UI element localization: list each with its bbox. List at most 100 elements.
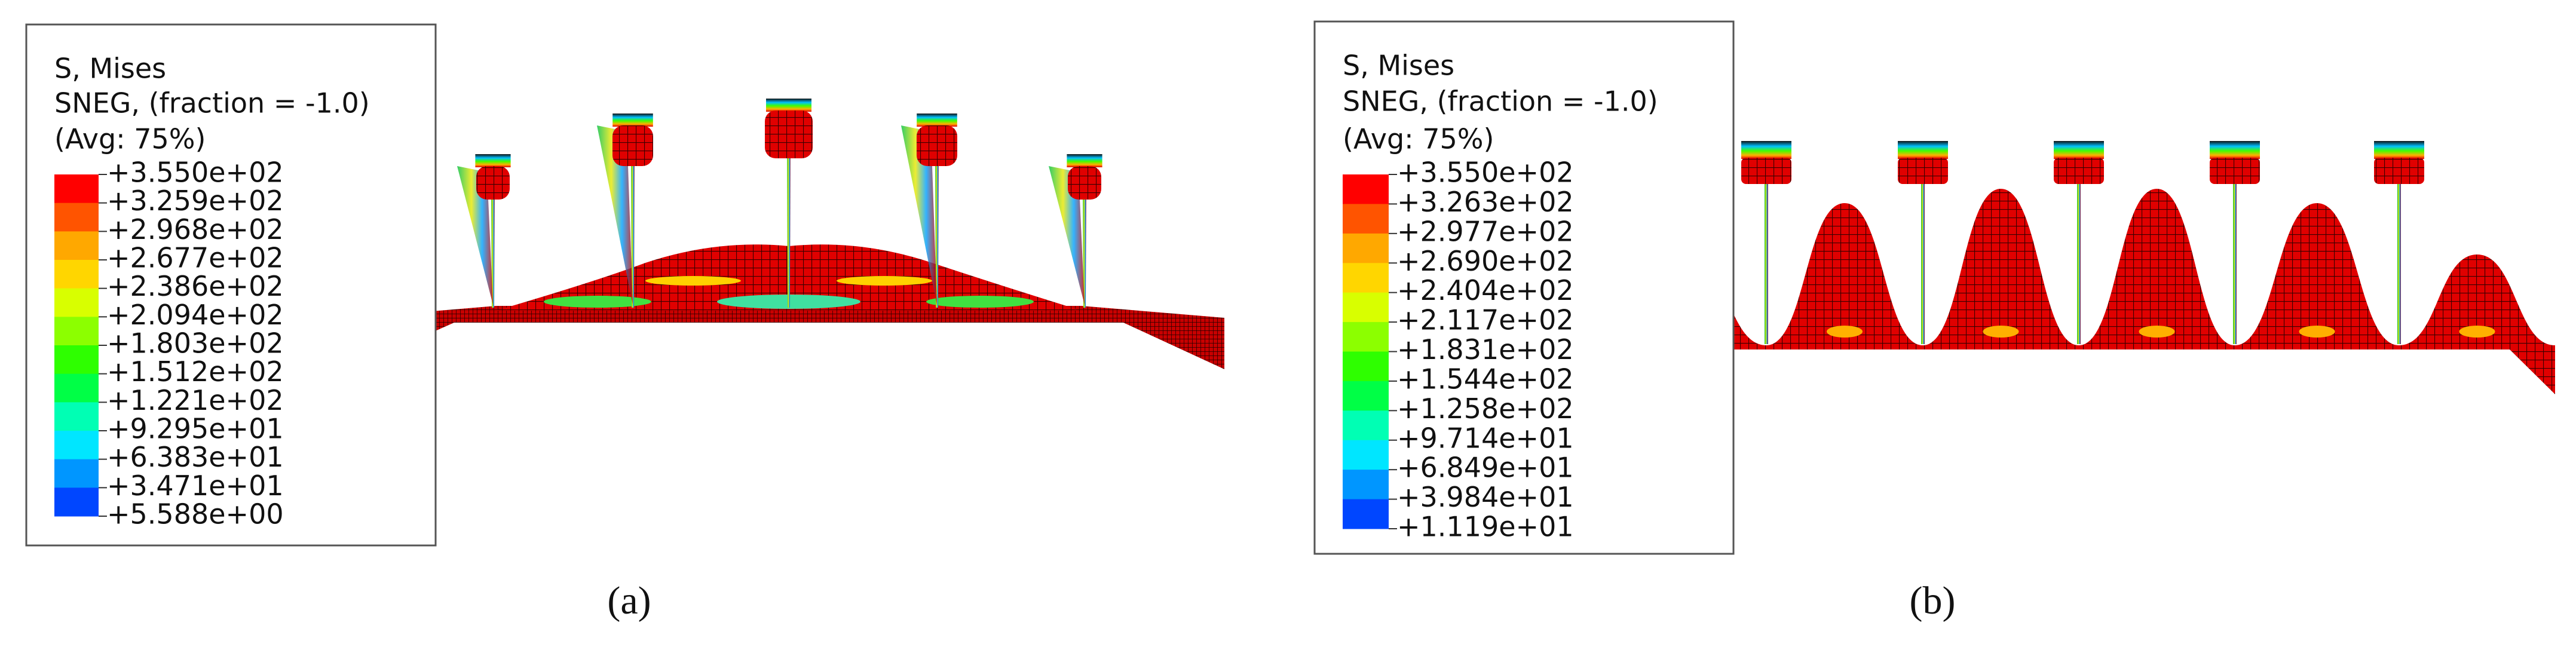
color-band	[54, 402, 99, 431]
legend-level: +2.094e+02	[107, 299, 284, 331]
legend-level: +1.221e+02	[107, 384, 284, 416]
head-cap	[766, 99, 811, 112]
color-band	[1343, 470, 1389, 500]
legend-level: +2.690e+02	[1397, 245, 1574, 277]
legend-level: +3.263e+02	[1397, 186, 1574, 218]
color-band	[54, 288, 99, 317]
plate	[353, 306, 1224, 369]
stress-zone	[645, 276, 741, 286]
legend-level: +9.714e+01	[1397, 422, 1574, 454]
legend-level: +9.295e+01	[107, 413, 284, 445]
color-band	[1343, 204, 1389, 234]
color-band	[54, 317, 99, 346]
legend-level: +2.977e+02	[1397, 215, 1574, 247]
head-cap	[2374, 141, 2424, 159]
stress-zone	[1827, 326, 1863, 338]
head	[2210, 158, 2260, 184]
post	[1083, 184, 1086, 308]
post	[2397, 179, 2401, 344]
color-band	[54, 487, 99, 517]
head-cap	[2210, 141, 2260, 159]
stress-zone	[2299, 326, 2335, 338]
head-cap	[1898, 141, 1948, 159]
color-band	[1343, 440, 1389, 470]
head	[1068, 166, 1101, 200]
legend-level: +1.258e+02	[1397, 393, 1574, 425]
legend-title: (Avg: 75%)	[1343, 123, 1494, 155]
color-band	[1343, 381, 1389, 411]
legend-level: +2.968e+02	[107, 213, 284, 246]
head	[2054, 158, 2104, 184]
legend-level: +2.386e+02	[107, 270, 284, 302]
legend-level: +3.259e+02	[107, 185, 284, 217]
stress-zone	[837, 276, 932, 286]
legend-level: +1.803e+02	[107, 327, 284, 360]
post-web	[1049, 166, 1085, 305]
legend-level: +6.383e+01	[107, 441, 284, 473]
post-web	[901, 125, 937, 305]
head	[1741, 158, 1791, 184]
legend-level: +1.831e+02	[1397, 333, 1574, 366]
post	[1765, 179, 1768, 344]
head	[765, 111, 813, 158]
color-band	[54, 373, 99, 403]
color-band	[54, 431, 99, 460]
legend-title: SNEG, (fraction = -1.0)	[1343, 85, 1658, 118]
head	[612, 125, 653, 166]
post	[1921, 179, 1925, 344]
legend-title: S, Mises	[54, 53, 166, 85]
head-cap	[917, 114, 957, 127]
color-band	[54, 174, 99, 204]
post	[491, 184, 495, 308]
legend-level: +2.404e+02	[1397, 274, 1574, 306]
color-band	[1343, 410, 1389, 441]
legend-level: +5.588e+00	[107, 498, 284, 531]
color-band	[54, 203, 99, 232]
stress-zone	[926, 296, 1034, 308]
legend-level: +2.117e+02	[1397, 304, 1574, 336]
legend-level: +3.984e+01	[1397, 481, 1574, 513]
fe-model-a	[353, 99, 1224, 369]
head	[476, 166, 510, 200]
post	[2077, 179, 2081, 344]
head-cap	[1067, 154, 1102, 167]
legend-level: +1.512e+02	[107, 355, 284, 388]
color-band	[1343, 292, 1389, 323]
color-band	[54, 459, 99, 488]
stress-zone	[1983, 326, 2019, 338]
legend-title: (Avg: 75%)	[54, 123, 206, 155]
color-band	[54, 231, 99, 260]
legend-level: +1.119e+01	[1397, 511, 1574, 543]
post-web	[597, 125, 633, 305]
color-band	[1343, 322, 1389, 352]
legend-level: +3.550e+02	[107, 157, 284, 189]
head	[917, 125, 957, 166]
corrugated-plate	[1610, 189, 2555, 394]
color-band	[1343, 351, 1389, 382]
color-band	[1343, 233, 1389, 263]
stress-zone	[544, 296, 651, 308]
stress-zone	[2459, 326, 2495, 338]
head	[2374, 158, 2424, 184]
post	[631, 143, 635, 308]
legend-level: +6.849e+01	[1397, 452, 1574, 484]
post-web	[457, 166, 493, 305]
color-band	[1343, 499, 1389, 529]
post	[2233, 179, 2237, 344]
caption: (b)	[1910, 579, 1956, 623]
color-band	[1343, 174, 1389, 204]
post	[787, 128, 791, 308]
stress-zone	[2139, 326, 2175, 338]
head-cap	[612, 114, 653, 127]
fe-model-b	[1610, 141, 2555, 394]
legend-title: S, Mises	[1343, 50, 1454, 82]
legend-level: +2.677e+02	[107, 242, 284, 274]
color-band	[1343, 263, 1389, 293]
head	[1898, 158, 1948, 184]
head-cap	[2054, 141, 2104, 159]
head-cap	[1741, 141, 1791, 159]
legend-title: SNEG, (fraction = -1.0)	[54, 87, 370, 119]
color-band	[54, 260, 99, 289]
